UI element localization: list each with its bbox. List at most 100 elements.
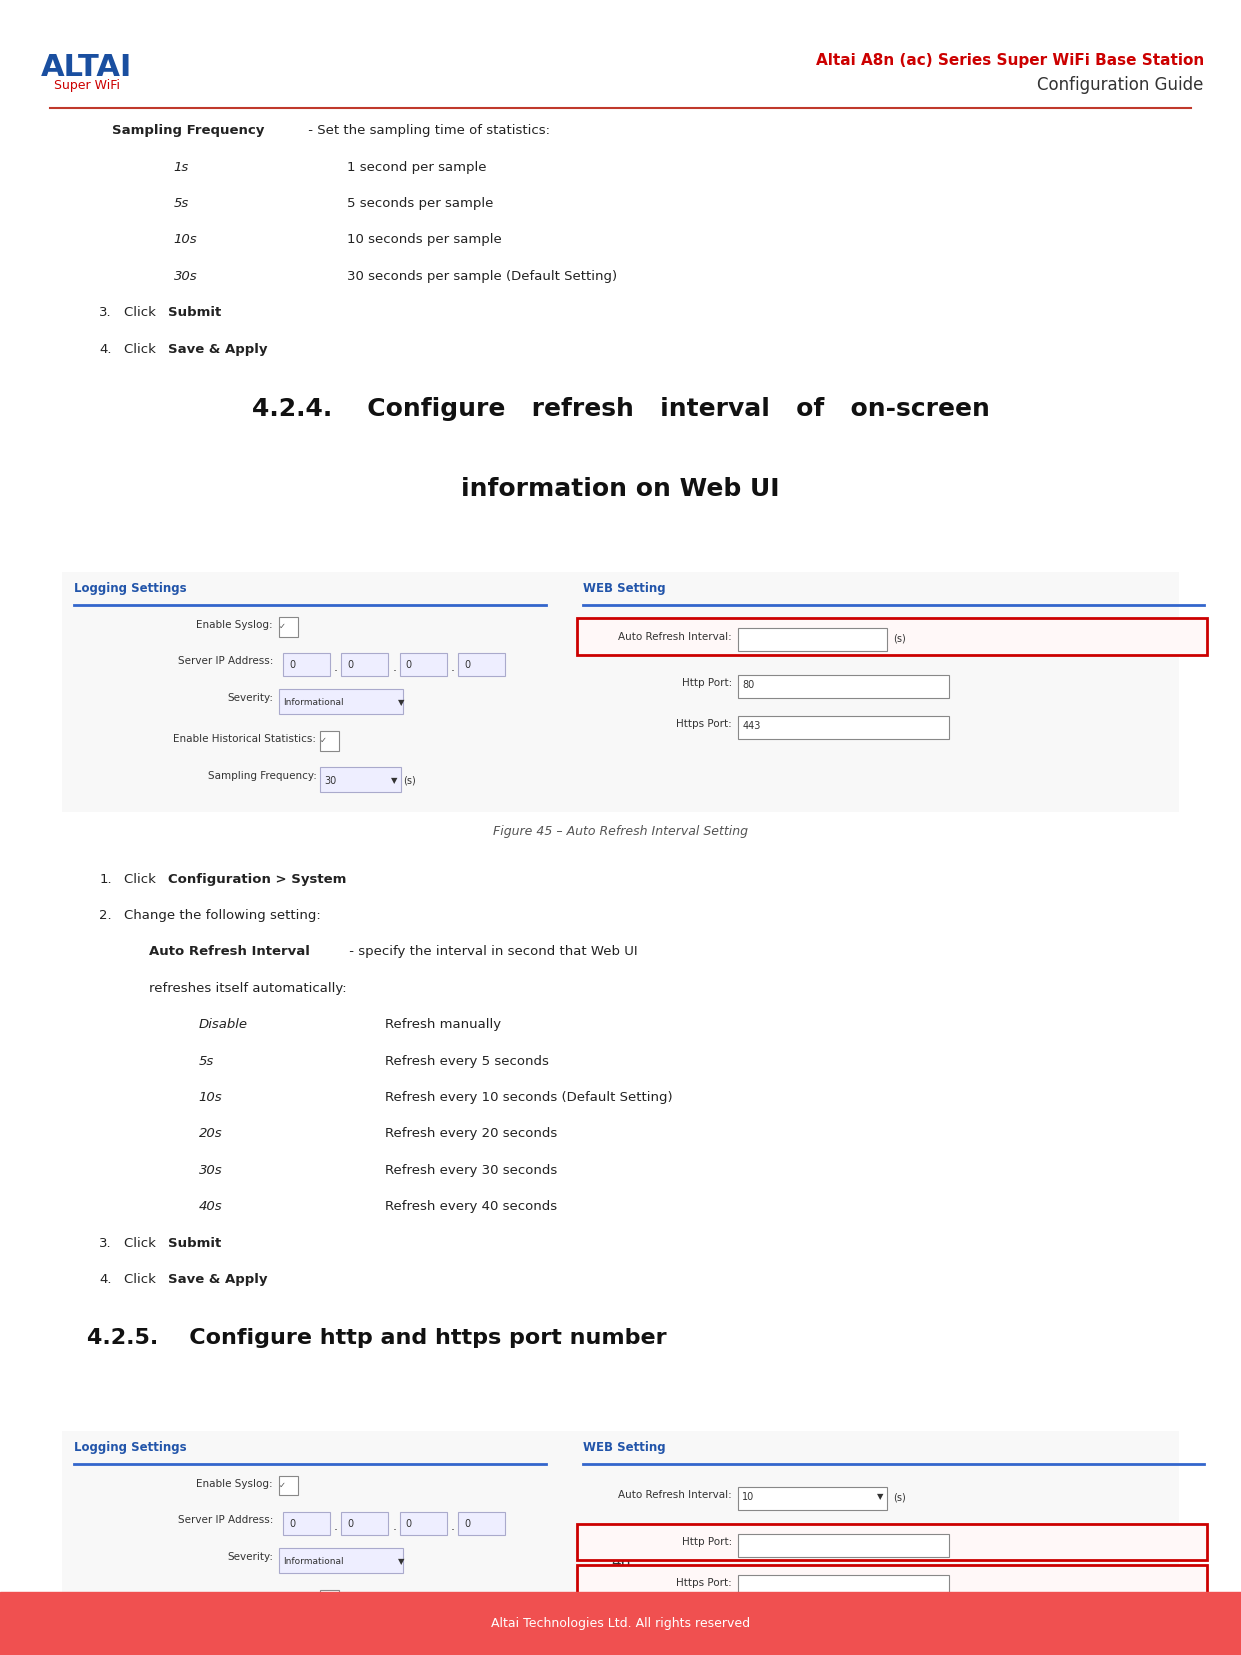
Text: ▼: ▼ <box>877 1493 884 1501</box>
Bar <box>738 1576 949 1599</box>
Text: WEB Setting: WEB Setting <box>583 1442 666 1453</box>
Text: ✓: ✓ <box>320 1595 328 1604</box>
Bar <box>738 1488 887 1511</box>
Text: Server IP Address:: Server IP Address: <box>177 657 273 667</box>
Text: Enable Syslog:: Enable Syslog: <box>196 1480 273 1490</box>
Bar <box>738 675 949 698</box>
Bar <box>62 1432 1179 1655</box>
Text: Sampling Frequency: Sampling Frequency <box>112 124 264 137</box>
Text: ▼: ▼ <box>391 1635 397 1643</box>
Text: 4.: 4. <box>99 1273 112 1286</box>
Bar <box>341 654 388 677</box>
Bar <box>279 617 298 637</box>
Text: WEB Setting: WEB Setting <box>583 583 666 594</box>
Text: 0: 0 <box>347 660 354 670</box>
Bar <box>577 619 1207 655</box>
Text: 30s: 30s <box>199 1163 222 1177</box>
Text: ▼: ▼ <box>391 776 397 784</box>
Text: 10 seconds per sample: 10 seconds per sample <box>347 233 503 247</box>
Text: 4.2.4.    Configure   refresh   interval   of   on-screen: 4.2.4. Configure refresh interval of on-… <box>252 397 989 422</box>
Text: 2.: 2. <box>99 909 112 922</box>
Text: Configuration Guide: Configuration Guide <box>1037 76 1204 94</box>
Text: 20s: 20s <box>199 1127 222 1140</box>
Bar <box>320 1627 401 1652</box>
Text: Altai Technologies Ltd. All rights reserved: Altai Technologies Ltd. All rights reser… <box>491 1617 750 1630</box>
Text: (s): (s) <box>403 776 416 786</box>
Text: 30: 30 <box>324 1635 336 1645</box>
Text: - Set the sampling time of statistics:: - Set the sampling time of statistics: <box>304 124 550 137</box>
Bar <box>458 654 505 677</box>
Text: 0: 0 <box>406 1519 412 1529</box>
Text: Refresh every 10 seconds (Default Setting): Refresh every 10 seconds (Default Settin… <box>385 1091 673 1104</box>
Bar <box>738 717 949 740</box>
Text: 46: 46 <box>611 1554 630 1571</box>
Text: (s): (s) <box>894 634 906 644</box>
Text: Https Port:: Https Port: <box>676 1579 732 1589</box>
Text: Refresh every 20 seconds: Refresh every 20 seconds <box>385 1127 557 1140</box>
Text: Configuration > System: Configuration > System <box>168 872 346 885</box>
Text: Severity:: Severity: <box>227 693 273 703</box>
Text: Click: Click <box>124 1236 160 1250</box>
Text: Change the following setting:: Change the following setting: <box>124 909 321 922</box>
Text: .: . <box>392 662 396 674</box>
Text: 1 second per sample: 1 second per sample <box>347 161 486 174</box>
Bar <box>320 1590 339 1610</box>
Text: ✓: ✓ <box>279 622 287 631</box>
Text: Refresh manually: Refresh manually <box>385 1018 501 1031</box>
Text: Auto Refresh Interval:: Auto Refresh Interval: <box>618 632 732 642</box>
Text: 10s: 10s <box>174 233 197 247</box>
Text: 10s: 10s <box>199 1091 222 1104</box>
Text: Submit: Submit <box>168 306 221 319</box>
Bar <box>279 690 403 715</box>
Text: 10: 10 <box>742 634 755 644</box>
Text: Sampling Frequency:: Sampling Frequency: <box>207 1630 316 1640</box>
Text: ✓: ✓ <box>279 1481 287 1490</box>
Text: Server IP Address:: Server IP Address: <box>177 1516 273 1526</box>
Bar <box>62 573 1179 813</box>
Bar <box>738 1534 949 1557</box>
Text: 80: 80 <box>742 680 755 690</box>
Text: Auto Refresh Interval:: Auto Refresh Interval: <box>618 1491 732 1501</box>
Bar <box>279 1549 403 1574</box>
Text: - specify the interval in second that Web UI: - specify the interval in second that We… <box>345 945 638 958</box>
Bar <box>283 654 330 677</box>
Text: Refresh every 5 seconds: Refresh every 5 seconds <box>385 1054 549 1067</box>
Text: Auto Refresh Interval: Auto Refresh Interval <box>149 945 310 958</box>
Text: 0: 0 <box>464 660 470 670</box>
Text: ✓: ✓ <box>320 736 328 745</box>
Text: Enable Historical Statistics:: Enable Historical Statistics: <box>174 735 316 745</box>
Text: 443: 443 <box>742 722 761 732</box>
Text: Click: Click <box>124 872 160 885</box>
Text: Logging Settings: Logging Settings <box>74 1442 187 1453</box>
Text: 5 seconds per sample: 5 seconds per sample <box>347 197 494 210</box>
Text: 5s: 5s <box>174 197 189 210</box>
Bar <box>341 1513 388 1536</box>
Bar <box>283 1513 330 1536</box>
Text: Informational: Informational <box>283 698 344 707</box>
Text: Severity:: Severity: <box>227 1552 273 1562</box>
Text: 10: 10 <box>742 1493 755 1503</box>
Text: Enable Syslog:: Enable Syslog: <box>196 621 273 631</box>
Bar <box>400 1513 447 1536</box>
Text: Refresh every 30 seconds: Refresh every 30 seconds <box>385 1163 557 1177</box>
Text: Click: Click <box>124 343 160 356</box>
Text: Sampling Frequency:: Sampling Frequency: <box>207 771 316 781</box>
Bar <box>577 1566 1207 1602</box>
Text: 30: 30 <box>324 776 336 786</box>
Text: ▼: ▼ <box>398 1557 405 1566</box>
Text: refreshes itself automatically:: refreshes itself automatically: <box>149 981 346 995</box>
Text: 80: 80 <box>742 1539 755 1549</box>
Text: ▼: ▼ <box>877 634 884 642</box>
Text: Save & Apply: Save & Apply <box>168 343 267 356</box>
Text: (s): (s) <box>894 1493 906 1503</box>
Text: Super WiFi: Super WiFi <box>53 79 120 93</box>
Bar <box>0 1592 1241 1655</box>
Text: 0: 0 <box>464 1519 470 1529</box>
Text: Submit: Submit <box>168 1236 221 1250</box>
Text: 0: 0 <box>406 660 412 670</box>
Text: Figure 45 – Auto Refresh Interval Setting: Figure 45 – Auto Refresh Interval Settin… <box>493 826 748 837</box>
Text: .: . <box>334 662 338 674</box>
Text: Refresh every 40 seconds: Refresh every 40 seconds <box>385 1200 557 1213</box>
Text: .: . <box>334 1521 338 1533</box>
Text: Http Port:: Http Port: <box>683 1537 732 1547</box>
